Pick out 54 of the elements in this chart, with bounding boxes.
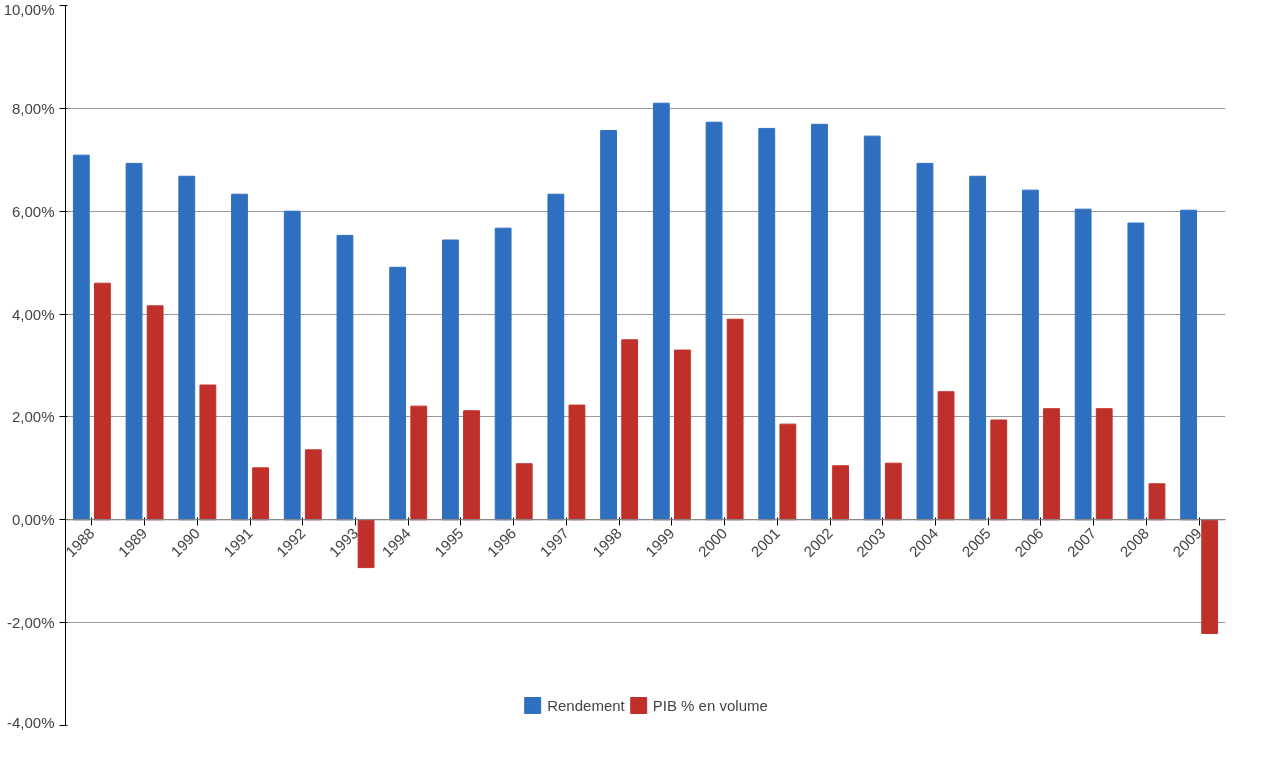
bar — [779, 423, 797, 521]
bar — [674, 349, 691, 521]
bar — [811, 123, 828, 521]
bar — [1074, 208, 1092, 521]
bar — [652, 102, 670, 521]
bar — [199, 384, 217, 521]
bar — [336, 234, 354, 521]
bar — [72, 154, 90, 521]
y-tick-label: 6,00% — [11, 202, 55, 220]
bar — [1043, 408, 1060, 521]
y-tick-label: 10,00% — [3, 0, 55, 18]
bar — [1180, 209, 1197, 521]
bar — [231, 193, 248, 521]
bar — [146, 305, 164, 521]
y-tick-label: 4,00% — [11, 305, 55, 323]
y-tick-label: -2,00% — [6, 614, 55, 632]
bar — [568, 404, 586, 521]
bar — [1022, 189, 1039, 521]
bar — [1201, 519, 1219, 634]
bar — [969, 175, 987, 521]
bar — [863, 135, 881, 521]
bar — [937, 391, 955, 521]
bar — [832, 465, 849, 521]
y-tick-label: -4,00% — [6, 713, 55, 731]
bar — [494, 227, 512, 521]
bar — [600, 129, 617, 521]
y-tick-label: 8,00% — [11, 99, 55, 117]
bar — [758, 127, 776, 521]
bar — [1127, 222, 1145, 521]
bar — [442, 239, 459, 521]
bar — [1095, 408, 1113, 521]
bar — [726, 318, 744, 521]
y-tick-label: 0,00% — [11, 511, 55, 529]
bar — [916, 162, 934, 521]
bar — [410, 405, 428, 521]
bar — [178, 175, 196, 521]
bar — [94, 282, 111, 521]
bar — [884, 462, 902, 521]
bar — [357, 519, 375, 569]
bar — [252, 467, 269, 521]
bar — [389, 266, 407, 521]
bar — [515, 463, 533, 521]
y-tick-label: 2,00% — [11, 408, 55, 426]
bar — [990, 419, 1008, 521]
bar — [621, 339, 639, 521]
bar — [125, 162, 143, 521]
legend-label: PIB % en volume — [652, 696, 768, 714]
bar — [283, 210, 301, 521]
bar — [705, 121, 723, 521]
bar — [1148, 483, 1166, 521]
bar — [304, 449, 322, 521]
bar — [547, 193, 565, 521]
legend-label: Rendement — [547, 696, 625, 714]
bar — [463, 410, 480, 521]
